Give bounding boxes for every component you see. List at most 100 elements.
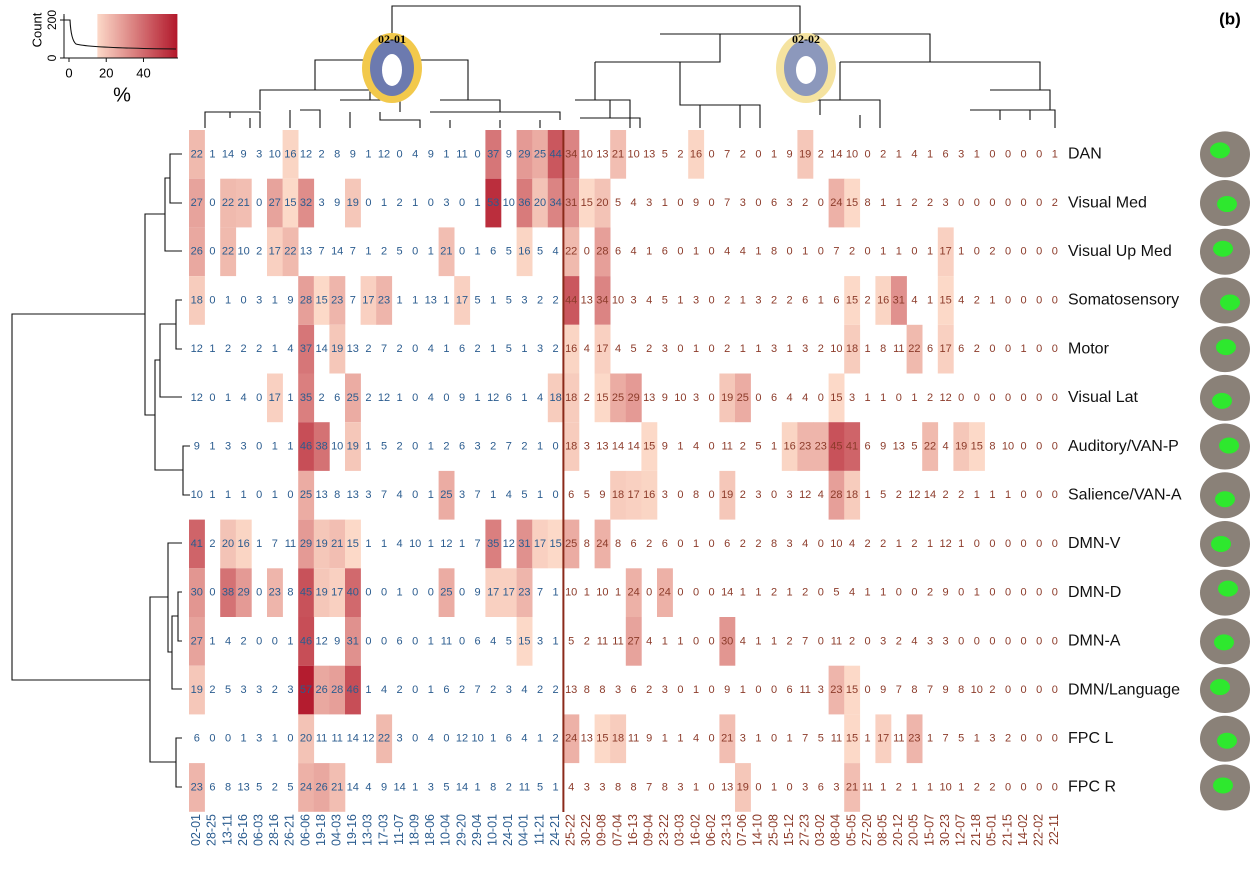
cell-value: 22 (284, 246, 296, 258)
row-label: FPC R (1068, 779, 1116, 796)
cell-value: 0 (958, 197, 964, 209)
cell-value: 1 (880, 197, 886, 209)
column-label: 08-05 (875, 814, 889, 846)
cell-value: 0 (459, 246, 465, 258)
cell-value: 1 (521, 392, 527, 404)
cell-value: 8 (225, 781, 231, 793)
cell-value: 2 (553, 733, 559, 745)
cell-value: 17 (939, 246, 951, 258)
cell-value: 11 (893, 343, 904, 355)
cell-value: 0 (974, 635, 980, 647)
column-label: 26-16 (236, 814, 250, 846)
cell-value: 6 (865, 440, 871, 452)
cell-value: 14 (627, 440, 639, 452)
cell-value: 1 (475, 392, 481, 404)
cell-value: 0 (771, 684, 777, 696)
cell-value: 1 (927, 246, 933, 258)
cell-value: 7 (927, 684, 933, 696)
cell-value: 13 (347, 343, 359, 355)
cell-value: 1 (927, 538, 933, 550)
cell-value: 3 (787, 197, 793, 209)
column-label: 06-06 (298, 814, 312, 846)
cell-value: 13 (581, 733, 593, 745)
cell-value: 0 (974, 197, 980, 209)
cell-value: 0 (1036, 148, 1042, 160)
cell-value: 15 (846, 197, 858, 209)
cell-value: 15 (284, 197, 296, 209)
cell-value: 2 (553, 684, 559, 696)
cell-value: 7 (272, 538, 278, 550)
column-label: 19-16 (345, 814, 359, 846)
cell-value: 17 (503, 587, 515, 599)
cell-value: 3 (755, 294, 761, 306)
cell-value: 4 (428, 733, 434, 745)
cell-value: 1 (553, 635, 559, 647)
cell-value: 16 (284, 148, 296, 160)
cell-value: 0 (209, 733, 215, 745)
cell-value: 3 (241, 440, 247, 452)
cell-value: 2 (397, 684, 403, 696)
cell-value: 7 (724, 148, 730, 160)
cell-value: 3 (615, 684, 621, 696)
cell-value: 4 (568, 781, 574, 793)
cell-value: 17 (269, 246, 281, 258)
cell-value: 3 (256, 294, 262, 306)
cell-value: 13 (596, 440, 608, 452)
cell-value: 1 (1021, 343, 1027, 355)
column-label: 29-04 (470, 814, 484, 846)
cell-value: 1 (225, 489, 231, 501)
cell-value: 2 (397, 440, 403, 452)
cell-value: 2 (989, 246, 995, 258)
column-label: 05-05 (844, 814, 858, 846)
cell-value: 0 (1052, 440, 1058, 452)
cell-value: 3 (584, 440, 590, 452)
cell-value: 1 (287, 392, 293, 404)
cell-value: 22 (222, 197, 234, 209)
cell-value: 1 (443, 148, 449, 160)
cell-value: 9 (880, 684, 886, 696)
cell-value: 0 (365, 635, 371, 647)
cell-value: 5 (381, 440, 387, 452)
cell-value: 0 (1021, 489, 1027, 501)
cell-value: 23 (331, 294, 343, 306)
cell-value: 25 (300, 489, 312, 501)
cell-value: 17 (627, 489, 639, 501)
cell-value: 1 (412, 197, 418, 209)
cell-value: 3 (443, 197, 449, 209)
cell-value: 0 (412, 635, 418, 647)
cell-value: 1 (865, 489, 871, 501)
cell-value: 1 (428, 538, 434, 550)
cell-value: 6 (194, 733, 200, 745)
cell-value: 26 (315, 781, 327, 793)
cell-value: 8 (771, 538, 777, 550)
cell-value: 1 (287, 440, 293, 452)
row-label: DMN-V (1068, 535, 1121, 552)
cell-value: 0 (1005, 635, 1011, 647)
cell-value: 12 (487, 392, 499, 404)
cell-value: 1 (693, 343, 699, 355)
cell-value: 31 (893, 294, 905, 306)
cell-value: 0 (989, 538, 995, 550)
cell-value: 0 (1036, 587, 1042, 599)
cell-value: 8 (662, 781, 668, 793)
cell-value: 44 (565, 294, 577, 306)
column-label: 04-03 (329, 814, 343, 846)
cell-value: 0 (365, 197, 371, 209)
cell-value: 7 (896, 684, 902, 696)
cell-value: 1 (381, 197, 387, 209)
histogram-label: Count (29, 12, 44, 47)
cell-value: 18 (565, 440, 577, 452)
cell-value: 4 (911, 148, 917, 160)
cell-value: 9 (787, 148, 793, 160)
cell-value: 17 (534, 538, 546, 550)
cell-value: 0 (381, 635, 387, 647)
cell-value: 0 (818, 587, 824, 599)
cell-value: 30 (721, 635, 733, 647)
cell-value: 2 (365, 343, 371, 355)
column-label: 27-23 (797, 814, 811, 846)
cell-value: 1 (755, 246, 761, 258)
cell-value: 1 (880, 392, 886, 404)
cell-value: 0 (989, 148, 995, 160)
cell-value: 4 (225, 635, 231, 647)
cell-value: 4 (397, 538, 403, 550)
